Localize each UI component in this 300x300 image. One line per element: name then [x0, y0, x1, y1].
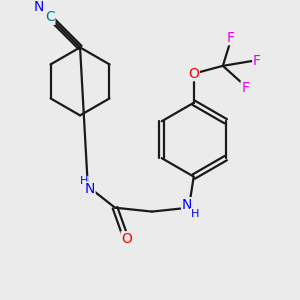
- Text: C: C: [45, 10, 55, 24]
- Text: F: F: [241, 81, 249, 95]
- Text: N: N: [182, 198, 192, 212]
- Text: N: N: [85, 182, 95, 196]
- Text: H: H: [80, 176, 88, 187]
- Text: O: O: [121, 232, 132, 246]
- Text: H: H: [190, 208, 199, 218]
- Text: F: F: [226, 31, 235, 45]
- Text: O: O: [188, 67, 199, 81]
- Text: F: F: [253, 54, 261, 68]
- Text: N: N: [34, 0, 44, 14]
